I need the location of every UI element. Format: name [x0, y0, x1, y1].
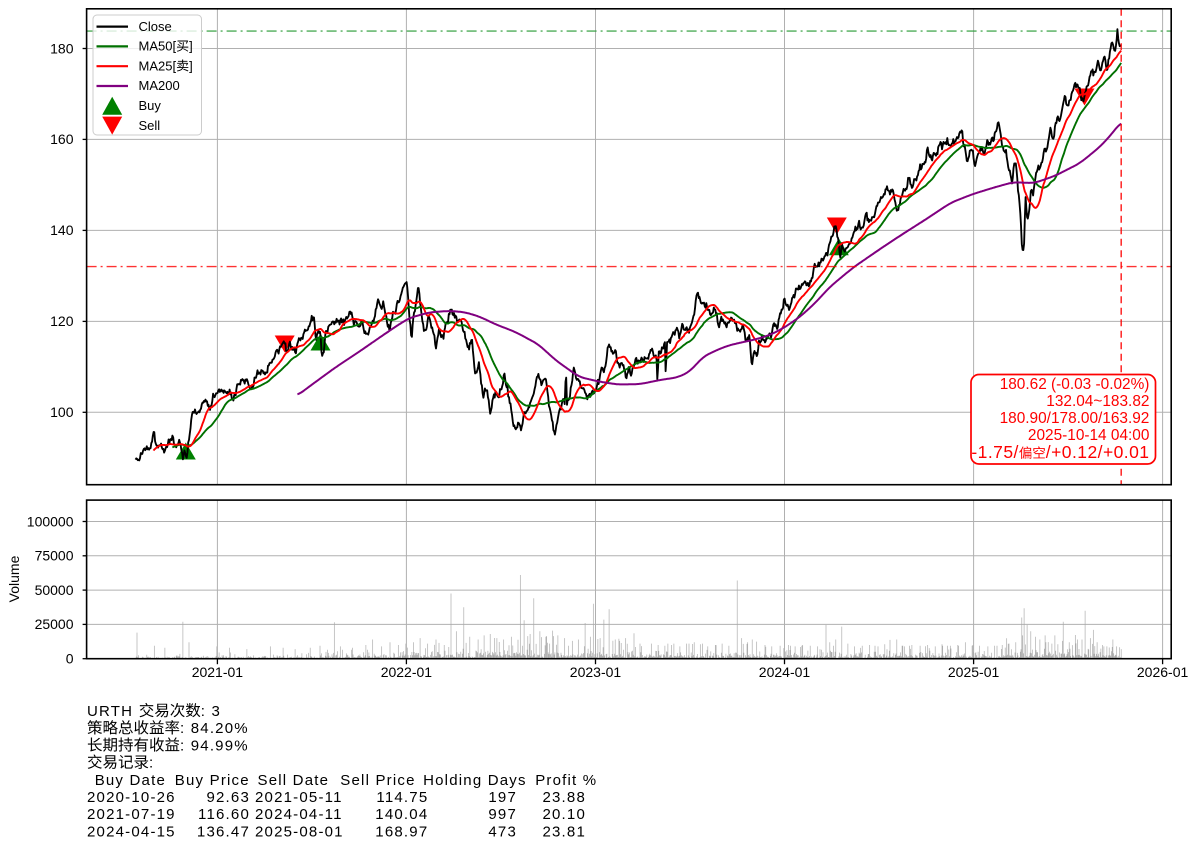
svg-text:Sell: Sell	[139, 118, 161, 133]
svg-text:140.04: 140.04	[375, 806, 428, 823]
svg-text:50000: 50000	[35, 582, 74, 598]
svg-text:2024-04-15: 2024-04-15	[87, 823, 176, 840]
svg-text:Sell Price: Sell Price	[340, 772, 415, 789]
svg-text:Close: Close	[139, 19, 172, 34]
svg-text:Buy Price: Buy Price	[175, 772, 250, 789]
svg-text:120: 120	[50, 313, 74, 329]
svg-text:MA25[: MA25[	[139, 58, 177, 73]
svg-text:Holding Days: Holding Days	[423, 772, 527, 789]
svg-text:2025-08-01: 2025-08-01	[255, 823, 344, 840]
svg-text:: 84.20%: : 84.20%	[180, 720, 249, 737]
svg-text:2020-10-26: 2020-10-26	[87, 789, 176, 806]
svg-text:20.10: 20.10	[542, 806, 586, 823]
svg-text:0: 0	[66, 651, 74, 667]
svg-text:MA50[: MA50[	[139, 39, 177, 54]
svg-text:2022-01: 2022-01	[381, 664, 433, 680]
svg-text:2024-01: 2024-01	[759, 664, 811, 680]
svg-text:: 94.99%: : 94.99%	[180, 737, 249, 754]
svg-text:2021-05-11: 2021-05-11	[255, 789, 343, 806]
svg-text:180.62 (-0.03 -0.02%): 180.62 (-0.03 -0.02%)	[1000, 376, 1150, 393]
svg-text:100000: 100000	[27, 513, 74, 529]
svg-text:: 3: : 3	[201, 703, 221, 720]
svg-text:25000: 25000	[35, 616, 74, 632]
svg-text:180: 180	[50, 40, 74, 56]
svg-text:Profit %: Profit %	[535, 772, 597, 789]
svg-text:114.75: 114.75	[376, 789, 428, 806]
svg-text:]: ]	[189, 58, 193, 73]
svg-text:140: 140	[50, 222, 74, 238]
svg-text:Buy Date: Buy Date	[95, 772, 166, 789]
svg-text:75000: 75000	[35, 548, 74, 564]
svg-text:116.60: 116.60	[198, 806, 250, 823]
svg-text:]: ]	[189, 39, 193, 54]
svg-text:100: 100	[50, 404, 74, 420]
svg-text:136.47: 136.47	[197, 823, 250, 840]
svg-text::: :	[149, 755, 153, 772]
svg-text:-1.75/: -1.75/	[971, 442, 1018, 462]
svg-text:MA200: MA200	[139, 78, 180, 93]
svg-text:473: 473	[488, 823, 517, 840]
svg-text:Sell Date: Sell Date	[258, 772, 330, 789]
svg-text:Buy: Buy	[139, 98, 162, 113]
svg-text:2025-01: 2025-01	[948, 664, 1000, 680]
svg-text:URTH: URTH	[87, 703, 133, 720]
svg-text:Volume: Volume	[6, 555, 22, 602]
svg-text:2024-04-11: 2024-04-11	[255, 806, 343, 823]
svg-text:997: 997	[488, 806, 517, 823]
svg-text:2023-01: 2023-01	[570, 664, 622, 680]
svg-text:2021-07-19: 2021-07-19	[87, 806, 176, 823]
svg-text:197: 197	[488, 789, 517, 806]
svg-text:92.63: 92.63	[206, 789, 250, 806]
svg-text:168.97: 168.97	[375, 823, 428, 840]
svg-text:/+0.12/+0.01: /+0.12/+0.01	[1046, 442, 1150, 462]
svg-text:2021-01: 2021-01	[192, 664, 244, 680]
svg-text:160: 160	[50, 131, 74, 147]
svg-text:23.81: 23.81	[542, 823, 586, 840]
svg-text:180.90/178.00/163.92: 180.90/178.00/163.92	[1000, 410, 1150, 427]
svg-text:132.04~183.82: 132.04~183.82	[1046, 393, 1149, 410]
svg-text:2025-10-14 04:00: 2025-10-14 04:00	[1028, 427, 1150, 444]
svg-text:23.88: 23.88	[542, 789, 586, 806]
svg-text:2026-01: 2026-01	[1137, 664, 1189, 680]
